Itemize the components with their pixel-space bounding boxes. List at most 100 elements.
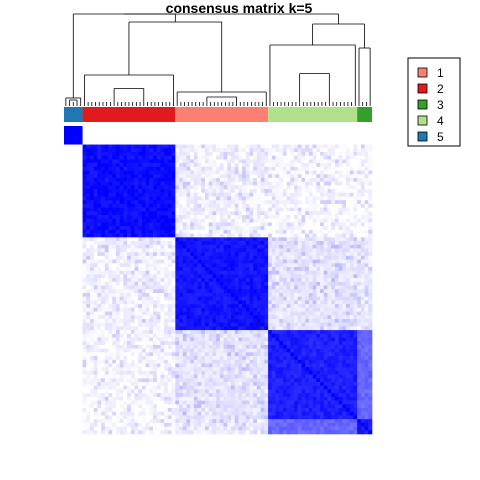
heatmap-cell xyxy=(186,171,190,175)
heatmap-cell xyxy=(201,338,205,342)
heatmap-cell xyxy=(101,163,105,167)
heatmap-cell xyxy=(116,297,120,301)
heatmap-cell xyxy=(235,211,239,215)
heatmap-cell xyxy=(346,252,350,256)
heatmap-cell xyxy=(146,289,150,293)
heatmap-cell xyxy=(127,193,131,197)
heatmap-cell xyxy=(283,163,287,167)
heatmap-cell xyxy=(127,219,131,223)
heatmap-cell xyxy=(83,156,87,160)
heatmap-cell xyxy=(109,222,113,226)
heatmap-cell xyxy=(339,334,343,338)
heatmap-cell xyxy=(127,141,131,145)
heatmap-cell xyxy=(242,174,246,178)
heatmap-cell xyxy=(313,185,317,189)
heatmap-cell xyxy=(160,230,164,234)
heatmap-cell xyxy=(246,171,250,175)
heatmap-cell xyxy=(116,185,120,189)
heatmap-cell xyxy=(68,323,72,327)
heatmap-cell xyxy=(105,282,109,286)
heatmap-cell xyxy=(179,230,183,234)
heatmap-cell xyxy=(346,226,350,230)
heatmap-cell xyxy=(131,308,135,312)
heatmap-cell xyxy=(268,234,272,238)
heatmap-cell xyxy=(257,326,261,330)
heatmap-cell xyxy=(276,248,280,252)
heatmap-cell xyxy=(83,226,87,230)
heatmap-cell xyxy=(64,248,68,252)
heatmap-cell xyxy=(242,130,246,134)
heatmap-cell xyxy=(238,304,242,308)
heatmap-cell xyxy=(149,185,153,189)
heatmap-cell xyxy=(324,193,328,197)
heatmap-cell xyxy=(283,193,287,197)
heatmap-cell xyxy=(294,126,298,130)
heatmap-cell xyxy=(298,319,302,323)
heatmap-cell xyxy=(105,193,109,197)
heatmap-cell xyxy=(246,133,250,137)
heatmap-cell xyxy=(350,267,354,271)
heatmap-cell xyxy=(305,208,309,212)
heatmap-cell xyxy=(172,300,176,304)
heatmap-cell xyxy=(227,274,231,278)
heatmap-cell xyxy=(301,189,305,193)
heatmap-cell xyxy=(157,215,161,219)
heatmap-cell xyxy=(209,234,213,238)
heatmap-cell xyxy=(238,133,242,137)
heatmap-cell xyxy=(97,133,101,137)
heatmap-cell xyxy=(172,197,176,201)
heatmap-cell xyxy=(272,315,276,319)
heatmap-cell xyxy=(90,204,94,208)
heatmap-cell xyxy=(79,260,83,264)
heatmap-cell xyxy=(324,208,328,212)
heatmap-cell xyxy=(131,141,135,145)
heatmap-cell xyxy=(112,260,116,264)
heatmap-cell xyxy=(268,145,272,149)
heatmap-cell xyxy=(97,234,101,238)
heatmap-cell xyxy=(75,315,79,319)
heatmap-cell xyxy=(220,163,224,167)
heatmap-cell xyxy=(365,274,369,278)
heatmap-cell xyxy=(112,237,116,241)
heatmap-cell xyxy=(120,319,124,323)
heatmap-cell xyxy=(175,319,179,323)
heatmap-cell xyxy=(335,267,339,271)
heatmap-cell xyxy=(316,237,320,241)
heatmap-cell xyxy=(75,141,79,145)
heatmap-cell xyxy=(220,156,224,160)
heatmap-cell xyxy=(101,289,105,293)
heatmap-cell xyxy=(250,289,254,293)
heatmap-cell xyxy=(164,141,168,145)
heatmap-cell xyxy=(324,189,328,193)
heatmap-cell xyxy=(83,260,87,264)
heatmap-cell xyxy=(283,245,287,249)
heatmap-cell xyxy=(264,178,268,182)
heatmap-cell xyxy=(75,282,79,286)
heatmap-cell xyxy=(350,197,354,201)
heatmap-cell xyxy=(97,315,101,319)
heatmap-cell xyxy=(279,152,283,156)
heatmap-cell xyxy=(342,148,346,152)
heatmap-cell xyxy=(361,293,365,297)
heatmap-cell xyxy=(283,282,287,286)
heatmap-cell xyxy=(283,330,287,334)
heatmap-cell xyxy=(327,297,331,301)
heatmap-cell xyxy=(75,319,79,323)
heatmap-cell xyxy=(112,234,116,238)
heatmap-cell xyxy=(276,234,280,238)
heatmap-cell xyxy=(105,289,109,293)
heatmap-cell xyxy=(264,211,268,215)
heatmap-cell xyxy=(324,315,328,319)
heatmap-cell xyxy=(235,308,239,312)
heatmap-cell xyxy=(138,137,142,141)
heatmap-cell xyxy=(127,159,131,163)
heatmap-cell xyxy=(290,256,294,260)
heatmap-cell xyxy=(164,338,168,342)
heatmap-cell xyxy=(175,341,179,345)
heatmap-cell xyxy=(138,326,142,330)
heatmap-cell xyxy=(238,219,242,223)
heatmap-cell xyxy=(279,208,283,212)
heatmap-cell xyxy=(365,326,369,330)
heatmap-cell xyxy=(350,141,354,145)
